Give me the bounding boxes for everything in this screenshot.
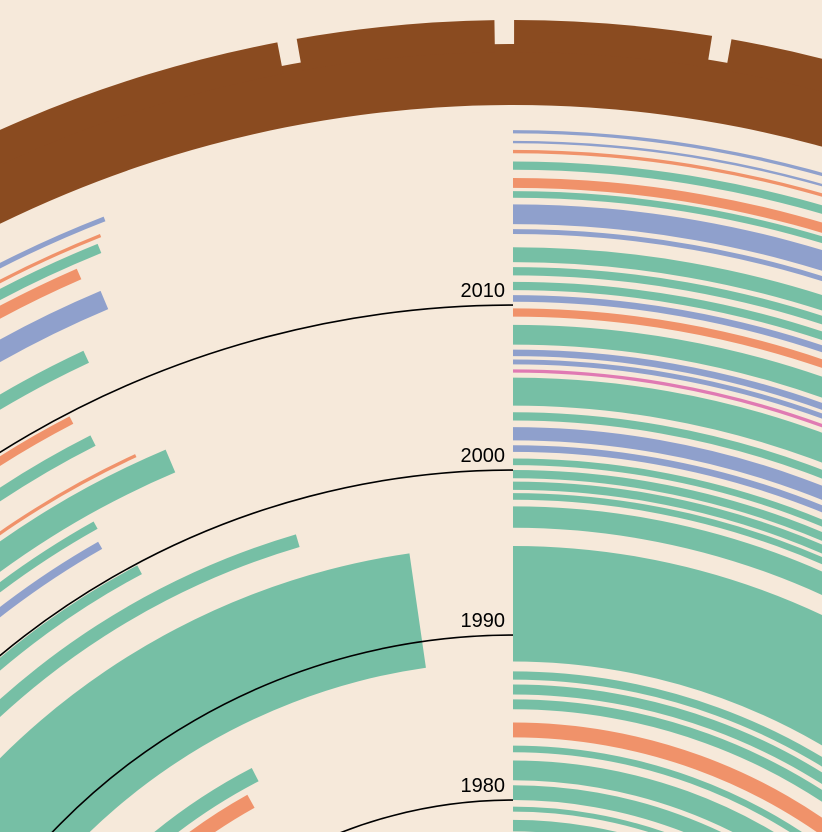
band — [513, 699, 822, 802]
band — [0, 553, 426, 832]
axis-label: 1980 — [461, 775, 506, 797]
band — [513, 445, 822, 513]
band — [513, 481, 822, 554]
axis-ring — [51, 634, 514, 832]
band — [513, 177, 822, 233]
band — [513, 470, 822, 541]
band — [0, 243, 102, 301]
ring-segment — [514, 20, 713, 68]
band — [513, 204, 822, 271]
band — [0, 290, 109, 363]
axis-label: 1990 — [461, 610, 506, 632]
band — [0, 521, 98, 593]
band — [0, 416, 74, 467]
band — [0, 216, 106, 269]
band — [513, 427, 822, 500]
band — [513, 349, 822, 410]
band — [513, 308, 822, 368]
band — [513, 545, 822, 746]
band — [513, 684, 822, 785]
band — [0, 449, 176, 572]
band — [513, 247, 822, 311]
band — [0, 541, 103, 618]
band — [513, 191, 822, 244]
band — [513, 412, 822, 479]
axis-label: 2000 — [461, 445, 506, 467]
band — [0, 565, 142, 671]
band — [513, 377, 822, 463]
band — [154, 768, 259, 832]
ring-segment — [296, 20, 495, 71]
band — [0, 454, 137, 536]
band — [513, 324, 822, 398]
axis-ring — [0, 304, 514, 454]
band — [513, 295, 822, 353]
axis-ring — [0, 469, 514, 657]
band — [513, 493, 822, 565]
band — [0, 350, 89, 410]
band — [513, 819, 618, 832]
band — [513, 785, 722, 832]
band — [0, 234, 102, 284]
band — [513, 722, 822, 832]
band — [513, 281, 822, 341]
band — [0, 268, 82, 319]
band — [513, 506, 822, 596]
ring-segment — [725, 39, 822, 92]
band — [0, 435, 96, 502]
axis-label: 2010 — [461, 280, 506, 302]
band — [189, 794, 255, 832]
band — [513, 458, 822, 527]
band — [0, 534, 300, 718]
band — [513, 161, 822, 214]
axis-ring — [340, 799, 514, 832]
band — [513, 806, 665, 832]
ring-segment — [0, 42, 284, 166]
band — [513, 229, 822, 282]
band — [513, 760, 774, 832]
band — [513, 267, 822, 325]
